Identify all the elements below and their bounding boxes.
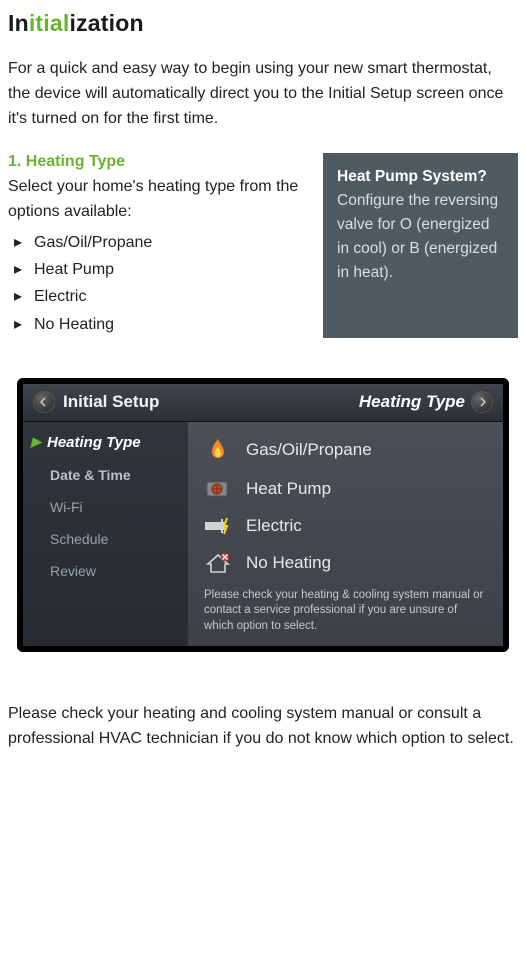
title-part-3: ization [69,10,143,36]
list-item-label: No Heating [34,316,114,333]
heat-pump-callout: Heat Pump System? Configure the reversin… [323,153,518,337]
option-no-heating[interactable]: No Heating [202,544,489,582]
step-left: 1. Heating Type Select your home's heati… [8,153,305,337]
option-label: Electric [246,516,302,536]
sidebar-item-schedule[interactable]: Schedule [23,523,188,555]
list-item: ▸Electric [14,283,305,310]
sidebar-item-wifi[interactable]: Wi-Fi [23,491,188,523]
device-screenshot: Initial Setup Heating Type ▶ Heating Typ… [17,378,509,653]
list-item: ▸No Heating [14,311,305,338]
device-note: Please check your heating & cooling syst… [202,582,489,637]
sidebar-item-label: Review [50,563,96,579]
device-header-title: Initial Setup [63,392,159,412]
callout-title: Heat Pump System? [337,168,487,185]
electric-icon [204,516,232,536]
step-section: 1. Heating Type Select your home's heati… [8,153,518,337]
device-body: ▶ Heating Type Date & Time Wi-Fi Schedul… [23,422,503,647]
heat-pump-icon [204,478,232,500]
callout-body: Configure the reversing valve for O (ene… [337,192,498,281]
option-label: No Heating [246,553,331,573]
list-item: ▸Gas/Oil/Propane [14,229,305,256]
list-item-label: Heat Pump [34,261,114,278]
forward-button[interactable] [471,391,493,413]
device-header: Initial Setup Heating Type [23,384,503,422]
no-heating-icon [204,552,232,574]
list-item: ▸Heat Pump [14,256,305,283]
footer-paragraph: Please check your heating and cooling sy… [8,702,518,752]
option-label: Heat Pump [246,479,331,499]
sidebar-item-label: Heating Type [47,434,141,451]
triangle-icon: ▸ [14,311,34,338]
option-heat-pump[interactable]: Heat Pump [202,470,489,508]
option-label: Gas/Oil/Propane [246,440,372,460]
flame-icon [204,438,232,462]
device-header-right: Heating Type [359,391,493,413]
triangle-active-icon: ▶ [31,434,41,450]
device-header-section: Heating Type [359,392,465,412]
sidebar-item-label: Schedule [50,531,108,547]
triangle-icon: ▸ [14,256,34,283]
device-main: Gas/Oil/Propane Heat Pump Electric No He… [188,422,503,647]
heating-type-list: ▸Gas/Oil/Propane ▸Heat Pump ▸Electric ▸N… [8,229,305,338]
title-part-2: itial [29,10,70,36]
list-item-label: Gas/Oil/Propane [34,234,152,251]
title-part-1: In [8,10,29,36]
step-heading: 1. Heating Type [8,153,305,171]
sidebar-item-label: Wi-Fi [50,499,83,515]
option-electric[interactable]: Electric [202,508,489,544]
intro-paragraph: For a quick and easy way to begin using … [8,57,518,131]
device-header-left: Initial Setup [33,391,159,413]
step-subtext: Select your home's heating type from the… [8,175,305,225]
triangle-icon: ▸ [14,229,34,256]
device-sidebar: ▶ Heating Type Date & Time Wi-Fi Schedul… [23,422,188,647]
page-title: Initialization [8,10,518,37]
sidebar-item-review[interactable]: Review [23,555,188,587]
list-item-label: Electric [34,288,86,305]
sidebar-item-date-time[interactable]: Date & Time [23,459,188,491]
sidebar-item-label: Date & Time [50,467,131,483]
sidebar-item-heating-type[interactable]: ▶ Heating Type [23,426,188,459]
back-button[interactable] [33,391,55,413]
triangle-icon: ▸ [14,283,34,310]
option-gas-oil-propane[interactable]: Gas/Oil/Propane [202,430,489,470]
